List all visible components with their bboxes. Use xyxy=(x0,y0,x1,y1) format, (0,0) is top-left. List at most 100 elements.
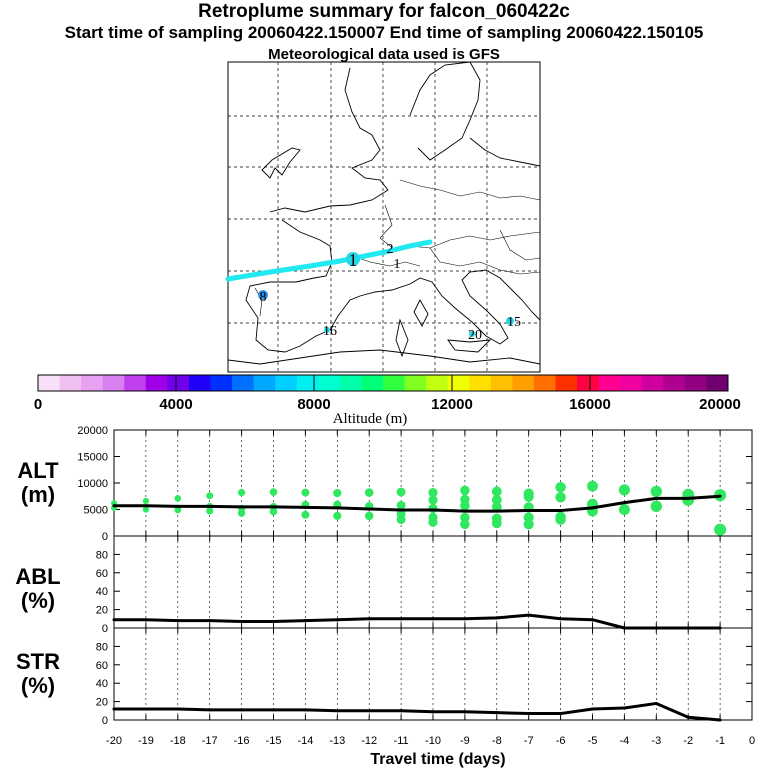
x-tick-label: -9 xyxy=(460,735,470,747)
map-frame xyxy=(227,61,541,373)
abl-series-line xyxy=(114,613,721,630)
x-tick-label: -17 xyxy=(202,735,218,747)
map-coastlines xyxy=(227,61,541,365)
altitude-scatter-point xyxy=(142,506,150,513)
altitude-scatter-point xyxy=(237,509,246,517)
y-tick-label: 10000 xyxy=(77,478,108,490)
y-tick-label: 15000 xyxy=(77,452,108,464)
alt-data-point xyxy=(559,509,563,513)
colorbar-swatch xyxy=(253,375,276,391)
str-data-point xyxy=(240,708,244,712)
altitude-scatter-point xyxy=(555,492,566,503)
altitude-scatter-point xyxy=(460,512,470,523)
alt-data-point xyxy=(240,505,244,509)
marker-label-1b: 1 xyxy=(394,257,401,272)
alt-data-point xyxy=(718,494,722,498)
altitude-scatter-point xyxy=(142,497,150,505)
y-tick-label: 80 xyxy=(96,641,108,653)
altitude-scatter-point xyxy=(618,484,630,496)
marker-label-15: 15 xyxy=(507,315,521,330)
str-data-point xyxy=(335,709,339,713)
alt-data-point xyxy=(527,509,531,513)
colorbar-swatch xyxy=(275,375,298,391)
str-data-point xyxy=(718,718,722,722)
y-tick-label: 20 xyxy=(96,697,108,709)
altitude-scatter-point xyxy=(523,519,534,530)
altitude-scatter-point xyxy=(206,492,214,500)
map-borders xyxy=(254,179,541,317)
abl-panel: 0 20 40 60 80 xyxy=(96,535,753,635)
y-tick-label: 0 xyxy=(102,623,108,635)
str-data-point xyxy=(622,706,626,710)
x-tick-label: -6 xyxy=(556,735,566,747)
y-tick-label: 40 xyxy=(96,586,108,598)
colorbar-swatch xyxy=(469,375,492,391)
colorbar-swatch xyxy=(167,375,190,391)
x-tick-label: -8 xyxy=(492,735,502,747)
abl-data-point xyxy=(144,618,148,622)
altitude-scatter-point xyxy=(491,495,502,505)
colorbar-swatch xyxy=(598,375,621,391)
alt-data-point xyxy=(463,509,467,513)
alt-data-point xyxy=(399,508,403,512)
y-tick-label: 20 xyxy=(96,605,108,617)
altitude-scatter-point xyxy=(428,487,438,498)
alt-data-point xyxy=(431,508,435,512)
met-data-line: Meteorological data used is GFS xyxy=(268,46,500,63)
cb-tick-20000: 20000 xyxy=(699,396,741,413)
str-series-line xyxy=(114,701,721,722)
alt-data-point xyxy=(112,504,116,508)
str-data-point xyxy=(495,711,499,715)
altitude-scatter-point xyxy=(491,518,502,529)
altitude-scatter-point xyxy=(618,503,630,516)
str-data-point xyxy=(272,708,275,712)
altitude-scatter-point xyxy=(333,511,342,520)
altitude-scatter-point xyxy=(714,523,727,536)
altitude-scatter-point xyxy=(650,500,663,513)
alt-data-point xyxy=(272,505,275,509)
abl-data-point xyxy=(527,613,531,617)
alt-data-point xyxy=(495,509,499,513)
abl-data-point xyxy=(303,619,307,623)
altitude-scatter-point xyxy=(396,500,406,510)
altitude-scatter-point xyxy=(301,510,310,519)
marker-day-8 xyxy=(258,290,268,300)
altitude-scatter-point xyxy=(206,507,214,515)
abl-data-point xyxy=(367,617,371,621)
altitude-scatter-point xyxy=(237,488,246,497)
cb-tick-4000: 4000 xyxy=(159,396,192,413)
altitude-scatter-point xyxy=(174,495,182,502)
abl-data-point xyxy=(208,619,212,623)
altitude-scatter-point xyxy=(428,503,438,514)
str-data-point xyxy=(112,707,116,711)
sampling-time-line: Start time of sampling 20060422.150007 E… xyxy=(64,23,704,42)
x-tick-label: -2 xyxy=(683,735,693,747)
colorbar-swatch xyxy=(555,375,578,391)
y-tick-label: 60 xyxy=(96,660,108,672)
x-tick-label: -1 xyxy=(715,735,725,747)
panel-labels: ALT (m) ABL (%) STR (%) xyxy=(15,458,60,698)
x-tick-label: -16 xyxy=(234,735,250,747)
x-tick-label: -12 xyxy=(361,735,377,747)
colorbar-label: Altitude (m) xyxy=(333,411,408,427)
x-tick-label: -10 xyxy=(425,735,441,747)
altitude-scatter-point xyxy=(555,514,566,525)
y-tick-label: 0 xyxy=(102,715,108,727)
str-data-point xyxy=(559,712,563,716)
str-data-point xyxy=(591,707,594,711)
altitude-scatter-point xyxy=(460,501,470,511)
abl-data-point xyxy=(240,620,244,624)
altitude-scatter-point xyxy=(428,495,438,505)
altitude-scatter-point xyxy=(396,487,406,497)
colorbar-swatch xyxy=(533,375,556,391)
altitude-scatter-point xyxy=(682,494,695,506)
abl-label-line1: ABL xyxy=(15,564,60,589)
abl-data-point xyxy=(463,617,467,621)
cb-tick-16000: 16000 xyxy=(569,396,611,413)
altitude-scatter-point xyxy=(428,517,438,527)
alt-data-point xyxy=(654,496,658,500)
x-tick-label: -4 xyxy=(620,735,630,747)
colorbar-swatch xyxy=(59,375,82,391)
alt-data-point xyxy=(335,506,339,510)
str-label-line1: STR xyxy=(16,649,60,674)
